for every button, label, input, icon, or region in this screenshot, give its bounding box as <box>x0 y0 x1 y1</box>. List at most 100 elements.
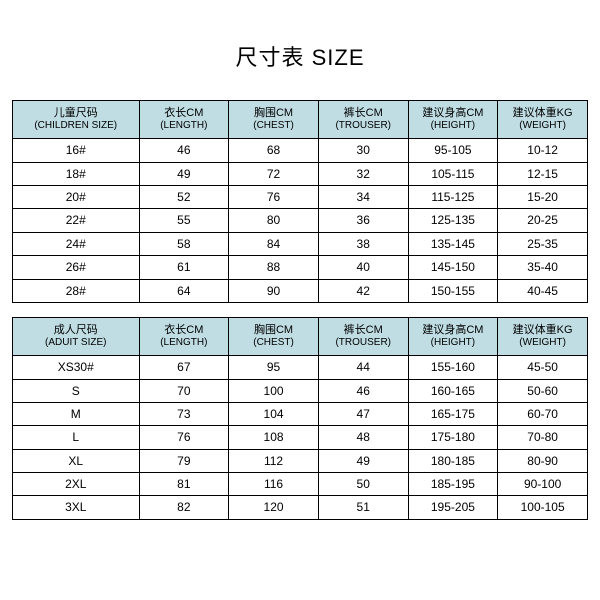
children-header-row: 儿童尺码 (CHILDREN SIZE) 衣长CM (LENGTH) 胸围CM … <box>13 101 588 139</box>
table-row: XL7911249180-18580-90 <box>13 449 588 472</box>
cell: 80 <box>229 209 319 232</box>
table-row: L7610848175-18070-80 <box>13 426 588 449</box>
cell: 145-150 <box>408 256 498 279</box>
cell: 52 <box>139 185 229 208</box>
cell: 88 <box>229 256 319 279</box>
cell: 40 <box>318 256 408 279</box>
header-en: (LENGTH) <box>142 120 227 132</box>
table-row: 16#46683095-10510-12 <box>13 139 588 162</box>
cell: XL <box>13 449 140 472</box>
table-row: 18#497232105-11512-15 <box>13 162 588 185</box>
cell: 115-125 <box>408 185 498 208</box>
table-row: 26#618840145-15035-40 <box>13 256 588 279</box>
adult-header-row: 成人尺码 (ADUIT SIZE) 衣长CM (LENGTH) 胸围CM (CH… <box>13 317 588 355</box>
cell: 104 <box>229 402 319 425</box>
cell: 42 <box>318 279 408 302</box>
table-row: 20#527634115-12515-20 <box>13 185 588 208</box>
cell: 38 <box>318 232 408 255</box>
cell: 16# <box>13 139 140 162</box>
cell: 64 <box>139 279 229 302</box>
cell: 73 <box>139 402 229 425</box>
adult-header-size: 成人尺码 (ADUIT SIZE) <box>13 317 140 355</box>
header-en: (HEIGHT) <box>411 120 496 132</box>
cell: 84 <box>229 232 319 255</box>
cell: 185-195 <box>408 473 498 496</box>
cell: 40-45 <box>498 279 588 302</box>
header-en: (LENGTH) <box>142 337 227 349</box>
header-en: (CHEST) <box>231 120 316 132</box>
cell: 61 <box>139 256 229 279</box>
cell: 105-115 <box>408 162 498 185</box>
table-row: M7310447165-17560-70 <box>13 402 588 425</box>
children-header-weight: 建议体重KG (WEIGHT) <box>498 101 588 139</box>
header-en: (HEIGHT) <box>411 337 496 349</box>
cell: 80-90 <box>498 449 588 472</box>
header-cn: 建议体重KG <box>513 107 573 119</box>
header-cn: 胸围CM <box>254 324 293 336</box>
cell: 116 <box>229 473 319 496</box>
cell: 72 <box>229 162 319 185</box>
header-en: (WEIGHT) <box>500 337 585 349</box>
cell: 46 <box>139 139 229 162</box>
header-cn: 裤长CM <box>344 107 383 119</box>
cell: M <box>13 402 140 425</box>
cell: 120 <box>229 496 319 519</box>
cell: 68 <box>229 139 319 162</box>
cell: 70-80 <box>498 426 588 449</box>
cell: 12-15 <box>498 162 588 185</box>
cell: 150-155 <box>408 279 498 302</box>
table-row: 28#649042150-15540-45 <box>13 279 588 302</box>
header-en: (TROUSER) <box>321 120 406 132</box>
page-title: 尺寸表 SIZE <box>12 40 588 72</box>
cell: 2XL <box>13 473 140 496</box>
header-cn: 建议体重KG <box>513 324 573 336</box>
adult-header-chest: 胸围CM (CHEST) <box>229 317 319 355</box>
cell: 49 <box>318 449 408 472</box>
cell: L <box>13 426 140 449</box>
cell: 112 <box>229 449 319 472</box>
cell: 22# <box>13 209 140 232</box>
cell: 95 <box>229 356 319 379</box>
cell: 28# <box>13 279 140 302</box>
cell: 100-105 <box>498 496 588 519</box>
table-row: 2XL8111650185-19590-100 <box>13 473 588 496</box>
header-cn: 胸围CM <box>254 107 293 119</box>
children-header-trouser: 裤长CM (TROUSER) <box>318 101 408 139</box>
table-row: S7010046160-16550-60 <box>13 379 588 402</box>
cell: 95-105 <box>408 139 498 162</box>
cell: 108 <box>229 426 319 449</box>
cell: S <box>13 379 140 402</box>
gap-row <box>13 302 588 317</box>
adult-header-weight: 建议体重KG (WEIGHT) <box>498 317 588 355</box>
header-en: (ADUIT SIZE) <box>15 337 137 349</box>
cell: 50 <box>318 473 408 496</box>
cell: 25-35 <box>498 232 588 255</box>
adult-header-length: 衣长CM (LENGTH) <box>139 317 229 355</box>
header-en: (CHEST) <box>231 337 316 349</box>
header-en: (TROUSER) <box>321 337 406 349</box>
cell: 50-60 <box>498 379 588 402</box>
cell: 82 <box>139 496 229 519</box>
cell: 81 <box>139 473 229 496</box>
cell: 90 <box>229 279 319 302</box>
header-cn: 衣长CM <box>164 324 203 336</box>
cell: 55 <box>139 209 229 232</box>
cell: 100 <box>229 379 319 402</box>
cell: 35-40 <box>498 256 588 279</box>
table-row: 22#558036125-13520-25 <box>13 209 588 232</box>
header-cn: 建议身高CM <box>422 107 483 119</box>
cell: 44 <box>318 356 408 379</box>
header-cn: 衣长CM <box>164 107 203 119</box>
header-cn: 裤长CM <box>344 324 383 336</box>
header-cn: 儿童尺码 <box>54 107 98 119</box>
cell: 47 <box>318 402 408 425</box>
cell: 3XL <box>13 496 140 519</box>
children-header-chest: 胸围CM (CHEST) <box>229 101 319 139</box>
cell: 90-100 <box>498 473 588 496</box>
size-table: 儿童尺码 (CHILDREN SIZE) 衣长CM (LENGTH) 胸围CM … <box>12 100 588 520</box>
cell: 26# <box>13 256 140 279</box>
cell: 20-25 <box>498 209 588 232</box>
cell: 24# <box>13 232 140 255</box>
cell: 15-20 <box>498 185 588 208</box>
cell: 125-135 <box>408 209 498 232</box>
